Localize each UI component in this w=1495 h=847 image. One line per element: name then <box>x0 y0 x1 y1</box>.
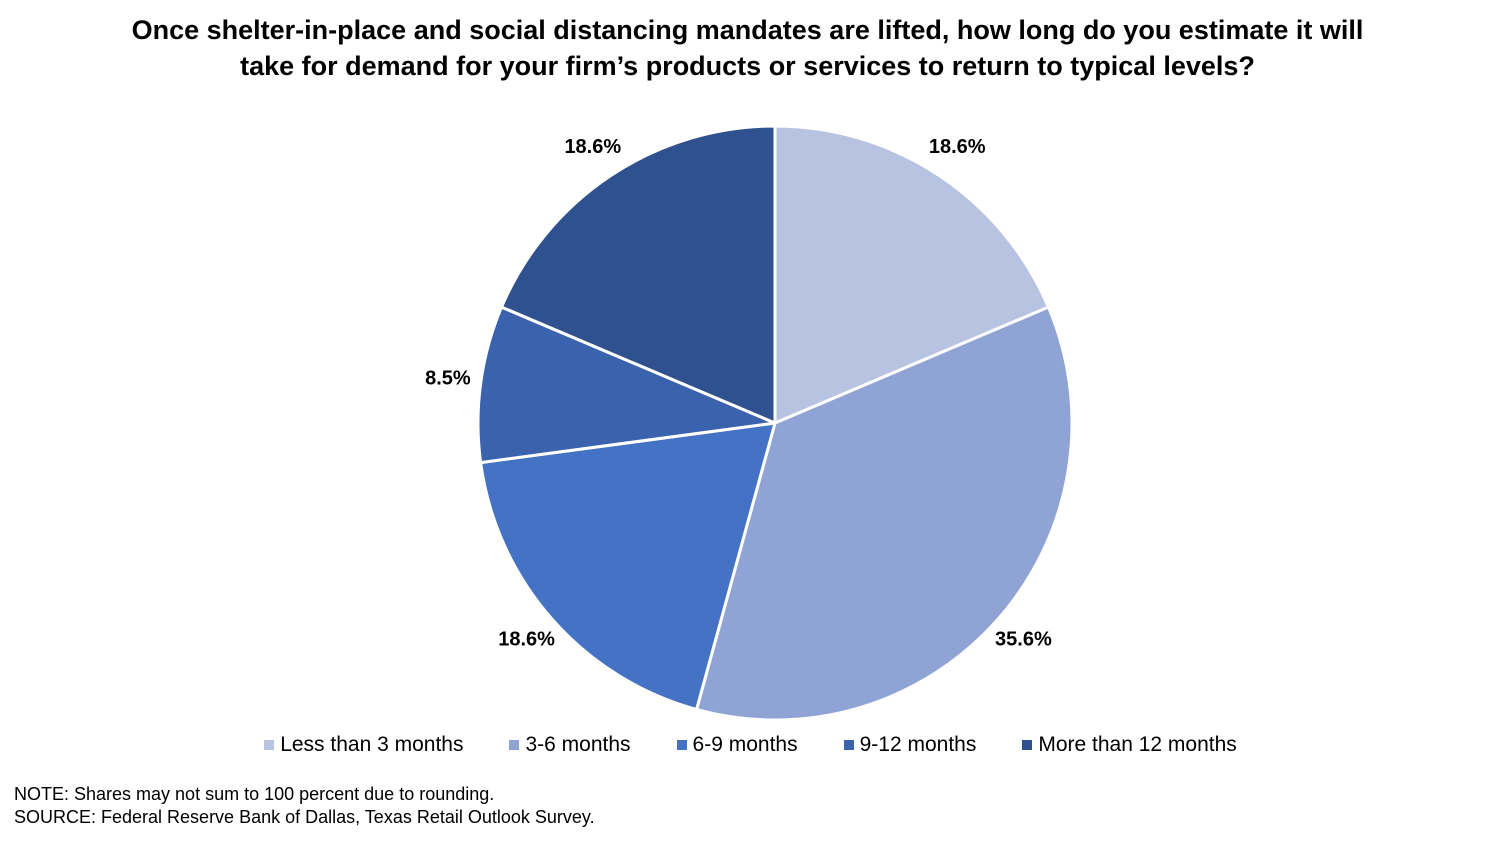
legend-swatch-3-6-months <box>509 740 520 750</box>
legend-label-less-than-3-months: Less than 3 months <box>280 733 464 756</box>
pie-slice-more-than-12-months <box>500 124 777 425</box>
pie-data-labels: 18.6% 35.6% 18.6% 8.5% 18.6% <box>425 136 1052 650</box>
chart-title: Once shelter-in-place and social distanc… <box>0 12 1495 84</box>
legend-item-3-6-months: 3-6 months <box>509 731 631 759</box>
source-text: SOURCE: Federal Reserve Bank of Dallas, … <box>14 807 595 827</box>
legend-swatch-more-than-12-months <box>1022 740 1033 750</box>
data-label-6-9-months: 18.6% <box>498 628 555 650</box>
data-label-less-than-3-months: 18.6% <box>929 136 986 158</box>
legend-label-3-6-months: 3-6 months <box>525 733 631 756</box>
data-label-more-than-12-months: 18.6% <box>564 136 621 158</box>
legend-swatch-less-than-3-months <box>264 740 275 750</box>
chart-title-line-2: take for demand for your firm’s products… <box>240 51 1255 81</box>
legend-swatch-9-12-months <box>843 740 854 750</box>
pie-slice-9-12-months <box>476 305 777 465</box>
legend-item-9-12-months: 9-12 months <box>843 731 977 759</box>
legend-label-6-9-months: 6-9 months <box>692 733 798 756</box>
note-text: NOTE: Shares may not sum to 100 percent … <box>14 784 495 804</box>
legend-item-less-than-3-months: Less than 3 months <box>264 731 463 759</box>
legend-label-9-12-months: 9-12 months <box>859 733 977 756</box>
chart-title-line-1: Once shelter-in-place and social distanc… <box>131 15 1364 45</box>
chart-notes: NOTE: Shares may not sum to 100 percent … <box>14 783 595 829</box>
data-label-3-6-months: 35.6% <box>995 628 1052 650</box>
pie-slices <box>476 124 1074 722</box>
pie-slice-6-9-months <box>479 421 777 711</box>
legend-label-more-than-12-months: More than 12 months <box>1038 733 1237 756</box>
legend-item-6-9-months: 6-9 months <box>676 731 798 759</box>
pie-slice-less-than-3-months <box>773 124 1050 425</box>
data-label-9-12-months: 8.5% <box>425 367 471 389</box>
legend-item-more-than-12-months: More than 12 months <box>1022 731 1237 759</box>
chart-legend: Less than 3 months 3-6 months 6-9 months 9-… <box>0 731 1495 759</box>
pie-slice-3-6-months <box>695 305 1074 722</box>
legend-swatch-6-9-months <box>676 740 687 750</box>
